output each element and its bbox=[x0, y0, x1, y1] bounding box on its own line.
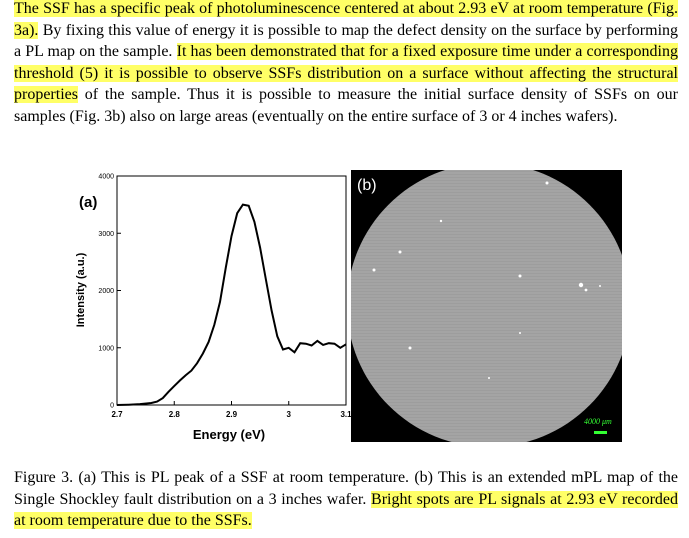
y-tick-label: 4000 bbox=[98, 174, 114, 181]
y-tick-label: 3000 bbox=[98, 231, 114, 238]
bright-spot bbox=[372, 268, 376, 272]
panel-a-label: (a) bbox=[79, 194, 97, 211]
y-tick-label: 1000 bbox=[98, 345, 114, 352]
wafer-pl-map bbox=[351, 170, 622, 442]
panel-b: (b) 4000 μm bbox=[351, 170, 622, 442]
x-axis-label: Energy (eV) bbox=[193, 427, 265, 442]
y-tick-label: 0 bbox=[110, 403, 114, 410]
caption-text: Figure 3. (a) This is PL peak of a SSF a… bbox=[14, 469, 678, 508]
y-axis-label: Intensity (a.u.) bbox=[75, 252, 87, 327]
scale-bar-label: 4000 μm bbox=[584, 417, 612, 426]
y-ticks: 0 1000 2000 3000 4000 bbox=[98, 174, 121, 410]
bright-spot bbox=[519, 332, 521, 334]
y-tick-label: 2000 bbox=[98, 288, 114, 295]
x-tick-label: 2.7 bbox=[111, 410, 123, 419]
pl-spectrum-line bbox=[116, 203, 347, 406]
bright-spot bbox=[488, 377, 490, 379]
bright-spot bbox=[578, 282, 584, 288]
panel-b-label: (b) bbox=[357, 177, 377, 194]
panel-a: 0 1000 2000 3000 4000 2.7 2.8 2.9 3 3.1 (a) Ener… bbox=[75, 174, 352, 443]
scale-bar bbox=[594, 431, 607, 434]
bright-spot bbox=[408, 346, 412, 350]
bright-spots bbox=[372, 181, 601, 379]
bright-spot bbox=[518, 274, 522, 278]
x-tick-label: 2.9 bbox=[226, 410, 238, 419]
x-tick-label: 2.8 bbox=[169, 410, 181, 419]
bright-spot bbox=[439, 219, 443, 223]
x-tick-label: 3.1 bbox=[340, 410, 352, 419]
bright-spot bbox=[584, 288, 588, 292]
bright-spot bbox=[545, 181, 549, 185]
bright-spot bbox=[398, 250, 402, 254]
plot-frame bbox=[116, 175, 347, 406]
x-ticks: 2.7 2.8 2.9 3 3.1 bbox=[111, 401, 352, 419]
x-tick-label: 3 bbox=[287, 410, 292, 419]
figure-caption: Figure 3. (a) This is PL peak of a SSF a… bbox=[14, 467, 679, 532]
body-paragraph: The SSF has a specific peak of photolumi… bbox=[14, 0, 679, 127]
pl-map-background bbox=[351, 170, 622, 442]
bright-spot bbox=[599, 285, 601, 287]
sentence-2: By fixing this value of energy it is pos… bbox=[14, 21, 679, 61]
sentence-4: of the sample. Thus it is possible to me… bbox=[14, 86, 678, 125]
